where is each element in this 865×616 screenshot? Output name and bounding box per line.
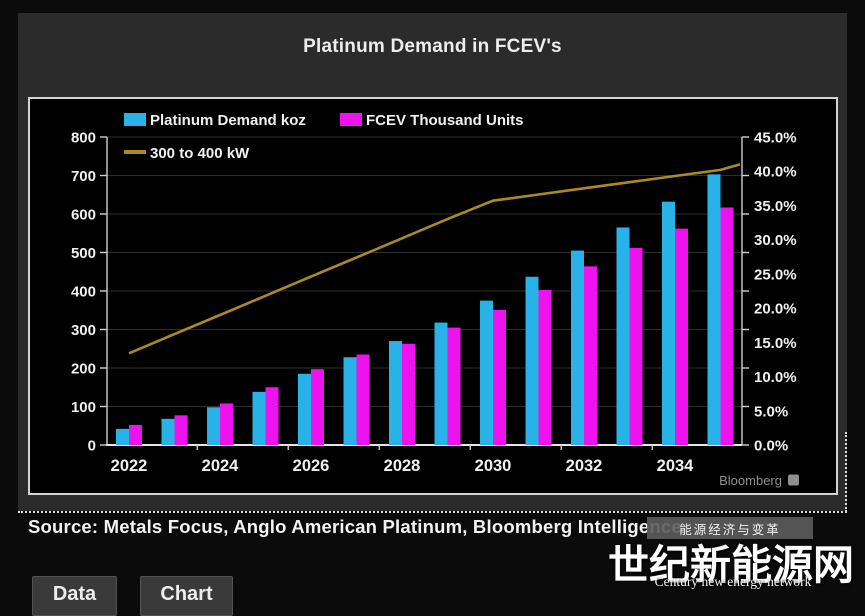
bars-platinum-demand [116, 174, 721, 445]
svg-text:15.0%: 15.0% [754, 335, 797, 352]
chart-svg: 800 700 600 500 400 300 200 100 0 45.0% 40.0% 35.0%… [71, 112, 799, 488]
bar [298, 373, 311, 445]
svg-text:Platinum Demand koz: Platinum Demand koz [150, 112, 306, 129]
svg-text:2032: 2032 [566, 457, 603, 475]
bar [571, 250, 584, 445]
svg-text:400: 400 [71, 284, 96, 301]
x-axis-labels: 2022 2024 2026 2028 2030 2032 2034 [111, 457, 695, 475]
svg-text:300: 300 [71, 322, 96, 339]
svg-text:25.0%: 25.0% [754, 266, 797, 283]
bloomberg-terminal-icon [788, 474, 799, 486]
svg-text:0.0%: 0.0% [754, 438, 788, 455]
bar [161, 418, 175, 445]
svg-text:2026: 2026 [293, 457, 330, 475]
bar [252, 391, 266, 445]
bloomberg-branding: Bloomberg [719, 473, 799, 488]
bar [434, 322, 448, 445]
bar [629, 247, 643, 445]
svg-text:2024: 2024 [202, 457, 240, 475]
svg-text:2028: 2028 [384, 457, 421, 475]
svg-text:10.0%: 10.0% [754, 369, 797, 386]
bar [616, 227, 630, 445]
watermark-badge: 能源经济与变革 [647, 517, 813, 539]
svg-text:700: 700 [71, 168, 96, 185]
bar [220, 403, 233, 445]
bar [389, 341, 402, 445]
bar [447, 327, 461, 445]
line-power-band [128, 163, 741, 355]
left-axis-labels: 800 700 600 500 400 300 200 100 0 [71, 130, 96, 455]
bar [343, 357, 357, 445]
page-title: Platinum Demand in FCEV's [303, 35, 562, 57]
chart-card: 800 700 600 500 400 300 200 100 0 45.0% 40.0% 35.0%… [28, 97, 838, 495]
chart-legend: Platinum Demand koz FCEV Thousand Units 30… [124, 112, 524, 162]
svg-text:200: 200 [71, 361, 96, 378]
bars-fcev-units [129, 207, 734, 445]
bar [402, 343, 415, 445]
bar [525, 276, 539, 445]
svg-text:0: 0 [88, 438, 96, 455]
bar [174, 415, 188, 445]
bar [707, 174, 721, 445]
svg-text:20.0%: 20.0% [754, 301, 797, 318]
axes [100, 136, 749, 450]
legend-swatch-fcev [340, 113, 362, 126]
bar [207, 407, 220, 445]
legend-swatch-power-line [124, 150, 146, 154]
bar [720, 207, 734, 445]
watermark-subtitle: Century new energy network [654, 574, 812, 589]
bar [480, 300, 493, 445]
source-text: Source: Metals Focus, Anglo American Pla… [28, 516, 682, 537]
bar [675, 228, 688, 445]
chart-title-bar: Platinum Demand in FCEV's [18, 13, 847, 80]
bar [129, 424, 142, 445]
dotted-separator [18, 511, 847, 513]
svg-text:100: 100 [71, 399, 96, 416]
watermark-title: 世纪新能源网 [608, 542, 854, 588]
svg-text:2030: 2030 [475, 457, 512, 475]
legend-swatch-platinum [124, 113, 146, 126]
svg-text:35.0%: 35.0% [754, 198, 797, 215]
gridlines [107, 136, 742, 407]
data-button[interactable]: Data [32, 576, 117, 616]
chart-button[interactable]: Chart [140, 576, 233, 616]
bar [493, 309, 506, 445]
svg-text:500: 500 [71, 245, 96, 262]
svg-text:FCEV Thousand Units: FCEV Thousand Units [366, 112, 524, 129]
svg-text:600: 600 [71, 207, 96, 224]
svg-text:Bloomberg: Bloomberg [719, 473, 782, 488]
svg-text:30.0%: 30.0% [754, 232, 797, 249]
svg-text:300 to 400 kW: 300 to 400 kW [150, 145, 250, 162]
svg-text:2034: 2034 [657, 457, 695, 475]
dotted-separator-right [845, 432, 847, 512]
bar [265, 387, 279, 445]
svg-text:45.0%: 45.0% [754, 130, 797, 147]
right-axis-labels: 45.0% 40.0% 35.0% 30.0% 25.0% 20.0% 15.0% 10.0%… [754, 130, 797, 455]
svg-text:2022: 2022 [111, 457, 148, 475]
bar [311, 369, 324, 445]
bar [356, 354, 370, 445]
bar [116, 428, 129, 445]
svg-text:5.0%: 5.0% [754, 403, 788, 420]
bar [538, 289, 552, 445]
svg-text:800: 800 [71, 130, 96, 147]
bar [584, 266, 597, 445]
svg-text:40.0%: 40.0% [754, 164, 797, 181]
bar [662, 201, 675, 445]
